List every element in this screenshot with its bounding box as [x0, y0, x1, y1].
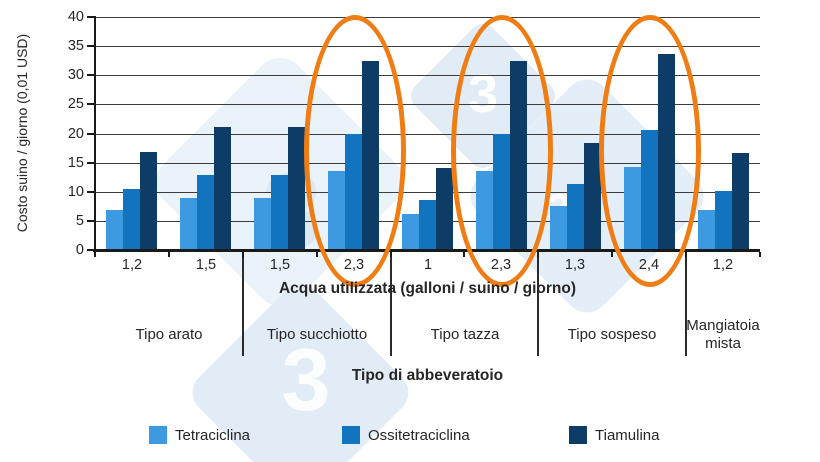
- bar-tetraciclina: [550, 206, 567, 250]
- legend-swatch-icon: [569, 426, 587, 444]
- x-tick: [685, 252, 687, 257]
- bar-tetraciclina: [254, 198, 271, 250]
- y-tick: [87, 220, 94, 222]
- gridline: [95, 104, 760, 105]
- x-tick-label: 1,2: [712, 257, 734, 273]
- x-tick: [463, 252, 465, 257]
- legend-swatch-icon: [342, 426, 360, 444]
- highlight-ellipse: [599, 15, 701, 287]
- bar-tiamulina: [214, 127, 231, 250]
- drinker-type-axis-title: Tipo di abbeveratoio: [351, 367, 504, 384]
- gridline: [95, 17, 760, 18]
- y-tick-label: 10: [67, 184, 84, 200]
- x-axis-line: [93, 249, 760, 252]
- category-separator: [537, 257, 539, 356]
- legend-swatch-icon: [149, 426, 167, 444]
- y-tick-label: 20: [67, 126, 84, 142]
- y-tick: [87, 249, 94, 251]
- bar-tetraciclina: [106, 210, 123, 250]
- x-tick: [390, 252, 392, 257]
- y-tick: [87, 45, 94, 47]
- bar-tetraciclina: [402, 214, 419, 250]
- bar-ossitetraciclina: [197, 175, 214, 250]
- y-tick-label: 25: [67, 96, 84, 112]
- bar-ossitetraciclina: [419, 200, 436, 250]
- y-tick: [87, 16, 94, 18]
- gridline: [95, 192, 760, 193]
- legend-label: Tiamulina: [595, 426, 660, 444]
- y-tick: [87, 191, 94, 193]
- x-tick-label: 1,2: [121, 257, 143, 273]
- legend-item: Tiamulina: [569, 426, 659, 444]
- gridline: [95, 163, 760, 164]
- y-tick-label: 40: [67, 9, 84, 25]
- x-tick-label: 1,3: [564, 257, 586, 273]
- x-axis-title: Acqua utilizzata (galloni / suino / gior…: [278, 280, 577, 297]
- watermark-3-glyph: 3: [281, 330, 331, 429]
- legend-item: Ossitetraciclina: [342, 426, 470, 444]
- x-tick: [537, 252, 539, 257]
- x-tick-label: 1,5: [195, 257, 217, 273]
- y-tick: [87, 162, 94, 164]
- category-label: Tipo tazza: [430, 325, 500, 343]
- bar-tiamulina: [140, 152, 157, 250]
- bar-tetraciclina: [180, 198, 197, 250]
- bar-ossitetraciclina: [715, 191, 732, 250]
- x-tick: [759, 252, 761, 257]
- bar-tiamulina: [436, 168, 453, 250]
- x-tick: [316, 252, 318, 257]
- bar-ossitetraciclina: [123, 189, 140, 250]
- bar-tiamulina: [732, 153, 749, 250]
- y-tick-label: 15: [67, 155, 84, 171]
- y-tick-label: 5: [75, 213, 84, 229]
- category-separator: [685, 257, 687, 356]
- bar-tetraciclina: [698, 210, 715, 250]
- category-separator: [242, 257, 244, 356]
- category-label: Tipo arato: [135, 325, 203, 343]
- bar-tiamulina: [288, 127, 305, 250]
- category-separator: [390, 257, 392, 356]
- bar-ossitetraciclina: [271, 175, 288, 250]
- y-tick: [87, 74, 94, 76]
- legend-label: Tetraciclina: [175, 426, 251, 444]
- y-tick: [87, 133, 94, 135]
- x-tick: [242, 252, 244, 257]
- x-tick: [168, 252, 170, 257]
- category-label: Tipo sospeso: [567, 325, 657, 343]
- gridline: [95, 134, 760, 135]
- x-tick-label: 1: [423, 257, 433, 273]
- y-tick-label: 30: [67, 67, 84, 83]
- legend-label: Ossitetraciclina: [368, 426, 470, 444]
- y-axis-line: [93, 16, 96, 252]
- gridline: [95, 75, 760, 76]
- x-tick-label: 1,5: [269, 257, 291, 273]
- category-label: Tipo succhiotto: [266, 325, 368, 343]
- y-tick-label: 35: [67, 38, 84, 54]
- legend-item: Tetraciclina: [149, 426, 250, 444]
- bar-tiamulina: [584, 143, 601, 250]
- y-tick: [87, 103, 94, 105]
- x-tick: [94, 252, 96, 257]
- bar-ossitetraciclina: [567, 184, 584, 250]
- category-label: Mangiatoia mista: [686, 316, 760, 352]
- x-tick: [611, 252, 613, 257]
- highlight-ellipse: [304, 15, 406, 287]
- y-tick-label: 0: [75, 242, 84, 258]
- highlight-ellipse: [451, 15, 553, 287]
- gridline: [95, 46, 760, 47]
